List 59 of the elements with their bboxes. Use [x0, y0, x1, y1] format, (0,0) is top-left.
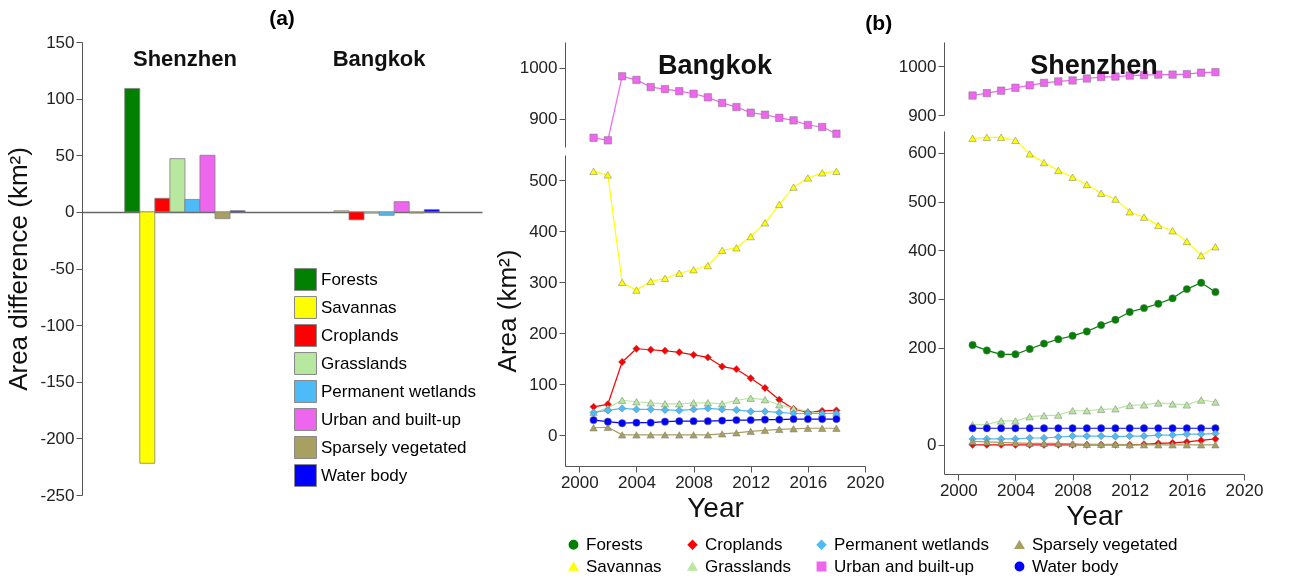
- legend-label: Grasslands: [705, 556, 791, 576]
- legend-label: Permanent wetlands: [321, 381, 476, 401]
- y-tick-label: 100: [529, 374, 558, 394]
- legend-label: Water body: [1032, 556, 1119, 576]
- y-tick-label: -200: [40, 428, 75, 448]
- x-tick-label: 2020: [846, 472, 885, 492]
- y-tick-label: 400: [908, 240, 937, 260]
- x-tick-label: 2008: [1054, 480, 1092, 500]
- x-tick-label: 2020: [1225, 480, 1264, 500]
- y-tick-label: -250: [40, 485, 75, 505]
- y-tick-label: 900: [908, 105, 937, 125]
- legend-label: Permanent wetlands: [834, 534, 989, 554]
- y-tick-label: 600: [908, 143, 937, 163]
- y-tick-label: 0: [65, 202, 75, 222]
- legend-label: Forests: [321, 269, 378, 289]
- y-tick-label: 300: [908, 289, 937, 309]
- text: (b): [865, 11, 893, 34]
- legend-label: Sparsely vegetated: [1032, 534, 1178, 554]
- x-tick-label: 2012: [732, 472, 771, 492]
- y-tick-label: 400: [529, 221, 558, 241]
- chart-title: (a): [269, 6, 295, 29]
- y-tick-label: 0: [548, 425, 558, 445]
- x-tick-label: 2004: [618, 472, 656, 492]
- y-tick-label: 100: [46, 89, 75, 109]
- legend-label: Water body: [321, 465, 408, 485]
- x-axis-title: Year: [1066, 499, 1123, 531]
- y-tick-label: 300: [529, 272, 558, 292]
- y-tick-label: 900: [529, 109, 558, 129]
- y-tick-label: 1000: [519, 58, 558, 78]
- legend-label: Croplands: [321, 325, 399, 345]
- y-tick-label: -100: [40, 315, 75, 335]
- legend-label: Savannas: [586, 556, 662, 576]
- x-tick-label: 2016: [1168, 480, 1207, 500]
- y-tick-label: 500: [908, 192, 937, 212]
- x-tick-label: 2016: [789, 472, 828, 492]
- x-tick-label: 2008: [675, 472, 713, 492]
- x-tick-label: 2012: [1111, 480, 1150, 500]
- legend-label: Urban and built-up: [834, 556, 974, 576]
- y-tick-label: -150: [40, 372, 75, 392]
- x-tick-label: 2000: [560, 472, 599, 492]
- y-tick-label: 0: [927, 435, 937, 455]
- y-tick-label: 200: [529, 323, 558, 343]
- y-tick-label: 1000: [898, 56, 937, 76]
- legend-label: Savannas: [321, 297, 397, 317]
- legend-label: Urban and built-up: [321, 409, 461, 429]
- y-axis-title: Area difference (km²): [3, 147, 34, 391]
- y-tick-label: 50: [55, 145, 75, 165]
- x-tick-label: 2004: [997, 480, 1035, 500]
- y-tick-label: 200: [908, 338, 937, 357]
- y-axis-title: Area (km²): [492, 249, 523, 373]
- legend-label: Croplands: [705, 534, 783, 554]
- y-tick-label: 500: [529, 170, 558, 190]
- x-tick-label: 2000: [939, 480, 978, 500]
- y-tick-label: 150: [46, 32, 75, 52]
- legend-label: Sparsely vegetated: [321, 437, 467, 457]
- x-axis-title: Year: [687, 491, 744, 523]
- legend-label: Grasslands: [321, 353, 407, 373]
- y-tick-label: -50: [49, 259, 75, 278]
- legend-label: Forests: [586, 534, 643, 554]
